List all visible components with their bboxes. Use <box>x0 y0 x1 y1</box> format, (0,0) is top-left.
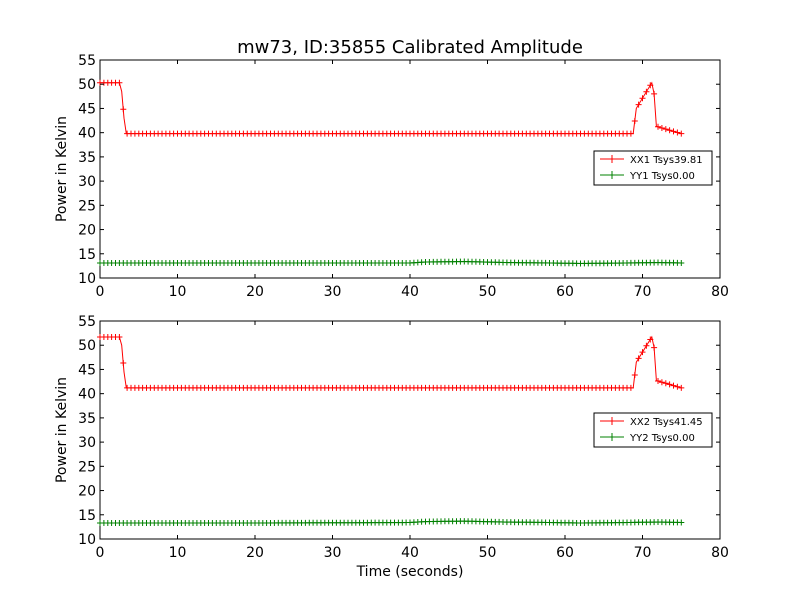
y-tick-label-bottom-3: 25 <box>78 459 96 475</box>
x-tick-label-bottom-5: 50 <box>479 545 497 561</box>
legend-label-yy2: YY2 Tsys0.00 <box>629 433 695 444</box>
series-markers-top-0 <box>97 79 685 137</box>
x-tick-label-top-2: 20 <box>246 284 264 300</box>
y-tick-label-top-7: 45 <box>78 101 96 117</box>
series-markers-bottom-1 <box>97 518 685 526</box>
x-tick-label-top-0: 0 <box>96 284 105 300</box>
y-tick-label-top-4: 30 <box>78 174 96 190</box>
legend-marker-yy2 <box>608 433 616 441</box>
legend-entry-yy1: YY1 Tsys0.00 <box>600 171 695 182</box>
legend-box-top <box>593 150 713 186</box>
y-tick-label-bottom-2: 20 <box>78 484 96 500</box>
y-tick-label-top-2: 20 <box>78 223 96 239</box>
x-tick-label-bottom-6: 60 <box>556 545 574 561</box>
y-tick-label-bottom-4: 30 <box>78 435 96 451</box>
x-tick-label-top-7: 70 <box>634 284 652 300</box>
y-tick-label-top-3: 25 <box>78 198 96 214</box>
y-axis-label-top: Power in Kelvin <box>54 116 70 222</box>
legend-label-xx2: XX2 Tsys41.45 <box>630 417 703 428</box>
series-markers-top-1 <box>97 258 685 267</box>
x-tick-label-bottom-1: 10 <box>169 545 187 561</box>
legend-top: XX1 Tsys39.81 YY1 Tsys0.00 <box>593 150 713 186</box>
series-markers-bottom-0 <box>97 334 685 391</box>
legend-entry-xx2: XX2 Tsys41.45 <box>600 417 703 428</box>
x-tick-label-bottom-2: 20 <box>246 545 264 561</box>
y-tick-label-top-5: 35 <box>78 150 96 166</box>
x-tick-label-bottom-7: 70 <box>634 545 652 561</box>
y-tick-label-bottom-8: 50 <box>78 338 96 354</box>
legend-label-yy1: YY1 Tsys0.00 <box>629 171 695 182</box>
x-tick-label-bottom-0: 0 <box>96 545 105 561</box>
plot-marks-bottom <box>97 334 685 526</box>
y-tick-label-bottom-0: 10 <box>78 532 96 548</box>
y-tick-label-bottom-5: 35 <box>78 411 96 427</box>
y-tick-label-bottom-1: 15 <box>78 508 96 524</box>
legend-label-xx1: XX1 Tsys39.81 <box>630 155 703 166</box>
y-tick-label-bottom-7: 45 <box>78 362 96 378</box>
legend-marker-xx2 <box>608 417 616 425</box>
x-tick-label-top-3: 30 <box>324 284 342 300</box>
legend-bottom: XX2 Tsys41.45 YY2 Tsys0.00 <box>593 412 713 448</box>
legend-entry-xx1: XX1 Tsys39.81 <box>600 155 703 166</box>
legend-marker-xx1 <box>608 155 616 163</box>
y-tick-label-top-9: 55 <box>78 53 96 69</box>
y-tick-label-bottom-9: 55 <box>78 314 96 330</box>
x-axis-label: Time (seconds) <box>356 564 464 580</box>
y-tick-label-top-1: 15 <box>78 247 96 263</box>
x-tick-label-top-5: 50 <box>479 284 497 300</box>
chart-title: mw73, ID:35855 Calibrated Amplitude <box>237 37 583 58</box>
x-tick-label-top-1: 10 <box>169 284 187 300</box>
y-tick-label-top-6: 40 <box>78 126 96 142</box>
y-tick-label-top-0: 10 <box>78 271 96 287</box>
y-tick-label-top-8: 50 <box>78 77 96 93</box>
y-axis-label-bottom: Power in Kelvin <box>54 377 70 483</box>
y-tick-label-bottom-6: 40 <box>78 387 96 403</box>
x-tick-label-bottom-4: 40 <box>401 545 419 561</box>
plot-marks-top <box>97 79 685 267</box>
legend-box-bottom <box>593 412 713 448</box>
x-tick-label-top-6: 60 <box>556 284 574 300</box>
x-tick-label-top-4: 40 <box>401 284 419 300</box>
x-tick-label-bottom-3: 30 <box>324 545 342 561</box>
x-tick-label-bottom-8: 80 <box>711 545 729 561</box>
x-tick-label-top-8: 80 <box>711 284 729 300</box>
legend-entry-yy2: YY2 Tsys0.00 <box>600 433 695 444</box>
legend-marker-yy1 <box>608 171 616 179</box>
